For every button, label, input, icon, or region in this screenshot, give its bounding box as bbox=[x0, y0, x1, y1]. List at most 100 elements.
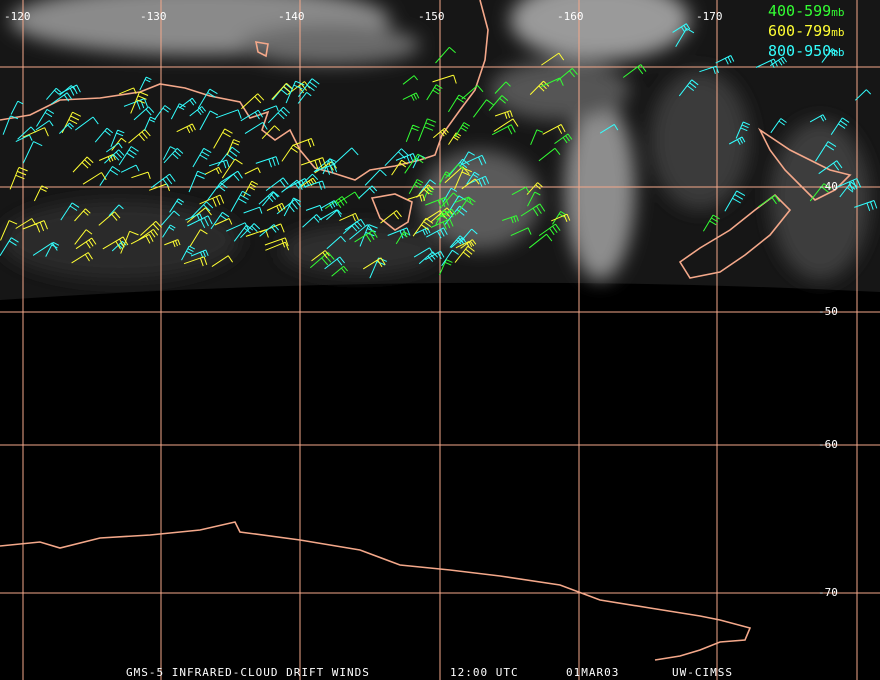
wind-barb bbox=[770, 118, 787, 134]
wind-barb bbox=[133, 106, 155, 121]
wind-barb bbox=[36, 108, 55, 127]
wind-barb bbox=[119, 87, 137, 95]
wind-barb bbox=[715, 55, 735, 65]
legend-range: 800-950 bbox=[768, 42, 831, 60]
wind-barb bbox=[240, 223, 261, 239]
wind-barb bbox=[230, 190, 251, 212]
wind-barb bbox=[169, 198, 184, 213]
wind-barb bbox=[190, 249, 209, 259]
wind-barb bbox=[292, 138, 315, 148]
lat-label: -60 bbox=[818, 438, 838, 451]
latitude-labels: -40 -50 -60 -70 bbox=[818, 180, 838, 599]
wind-barb bbox=[418, 118, 437, 142]
wind-barb bbox=[527, 191, 541, 207]
wind-barb bbox=[425, 196, 449, 209]
wind-barb bbox=[150, 173, 176, 189]
lon-label: -150 bbox=[418, 10, 445, 23]
wind-barb bbox=[300, 177, 317, 187]
wind-barb bbox=[442, 187, 458, 203]
wind-barb bbox=[413, 247, 434, 258]
wind-barb bbox=[314, 163, 338, 175]
footer-text: GMS-5 INFRARED-CLOUD DRIFT WINDS bbox=[126, 666, 370, 679]
lon-label: -120 bbox=[4, 10, 31, 23]
wind-barb bbox=[809, 183, 832, 202]
wind-barb bbox=[161, 210, 180, 226]
wind-barb bbox=[72, 156, 94, 173]
wind-barb bbox=[283, 197, 301, 217]
footer-text: UW-CIMSS bbox=[672, 666, 733, 679]
legend-entry: 600-799mb bbox=[768, 22, 844, 40]
wind-barb bbox=[542, 124, 566, 135]
wind-barb bbox=[188, 170, 207, 193]
wind-barb bbox=[265, 177, 289, 192]
wind-barb bbox=[728, 136, 746, 145]
wind-barb bbox=[466, 171, 480, 185]
wind-barb bbox=[412, 217, 434, 237]
wind-barb bbox=[10, 100, 24, 115]
wind-barb bbox=[120, 230, 139, 254]
wind-barb bbox=[265, 241, 290, 251]
wind-barb bbox=[22, 220, 48, 233]
wind-barb bbox=[331, 265, 348, 277]
wind-barb bbox=[364, 169, 387, 186]
wind-barb bbox=[407, 194, 426, 202]
wind-barb bbox=[183, 256, 208, 267]
wind-barb bbox=[494, 110, 513, 119]
wind-barb bbox=[324, 256, 345, 270]
wind-barb bbox=[216, 173, 240, 189]
wind-barb bbox=[50, 92, 73, 105]
wind-barb bbox=[395, 153, 417, 164]
wind-barb bbox=[599, 123, 619, 134]
wind-barb bbox=[456, 196, 476, 215]
wind-barb bbox=[104, 149, 125, 164]
wind-barb bbox=[461, 154, 487, 166]
wind-barb bbox=[538, 147, 561, 162]
wind-barb bbox=[854, 200, 878, 212]
wind-barb bbox=[2, 115, 19, 135]
wind-barb bbox=[264, 237, 289, 248]
wind-barb bbox=[395, 231, 410, 245]
wind-barb bbox=[818, 160, 843, 175]
wind-barb bbox=[454, 196, 472, 204]
wind-barb bbox=[15, 134, 33, 143]
wind-barb bbox=[243, 180, 259, 197]
wind-barb bbox=[9, 166, 28, 190]
wind-barb bbox=[405, 124, 420, 142]
wind-barb bbox=[387, 227, 411, 239]
wind-barb bbox=[143, 116, 156, 132]
wind-barb bbox=[110, 129, 125, 147]
wind-barb bbox=[418, 251, 438, 265]
wind-barb bbox=[333, 147, 359, 165]
wind-barb bbox=[454, 122, 470, 138]
wind-barb bbox=[276, 199, 302, 215]
wind-barb bbox=[221, 158, 243, 179]
lat-label: -50 bbox=[818, 305, 838, 318]
wind-barb bbox=[541, 52, 565, 66]
wind-barb bbox=[220, 170, 243, 184]
wind-barb bbox=[447, 94, 466, 113]
wind-barb bbox=[0, 220, 18, 241]
wind-barb bbox=[285, 80, 305, 104]
wind-barb bbox=[320, 200, 338, 209]
wind-barb bbox=[309, 252, 335, 269]
wind-barb bbox=[181, 245, 196, 261]
wind-barb bbox=[339, 212, 359, 222]
wind-barb bbox=[263, 105, 279, 112]
wind-barb bbox=[22, 127, 49, 138]
wind-barb bbox=[33, 185, 49, 202]
wind-barb bbox=[192, 147, 212, 168]
wind-barb bbox=[207, 182, 228, 201]
wind-barb bbox=[343, 221, 363, 234]
wind-barb bbox=[362, 257, 386, 270]
wind-barb bbox=[98, 211, 121, 226]
wind-barb bbox=[243, 206, 263, 214]
lat-label: -70 bbox=[818, 586, 838, 599]
wind-barb bbox=[163, 147, 184, 164]
wind-barb bbox=[472, 99, 494, 118]
wind-barb bbox=[432, 74, 457, 84]
wind-barb bbox=[441, 249, 459, 267]
wind-barb bbox=[71, 252, 93, 264]
wind-barb bbox=[61, 111, 82, 134]
wind-barb bbox=[511, 186, 530, 196]
